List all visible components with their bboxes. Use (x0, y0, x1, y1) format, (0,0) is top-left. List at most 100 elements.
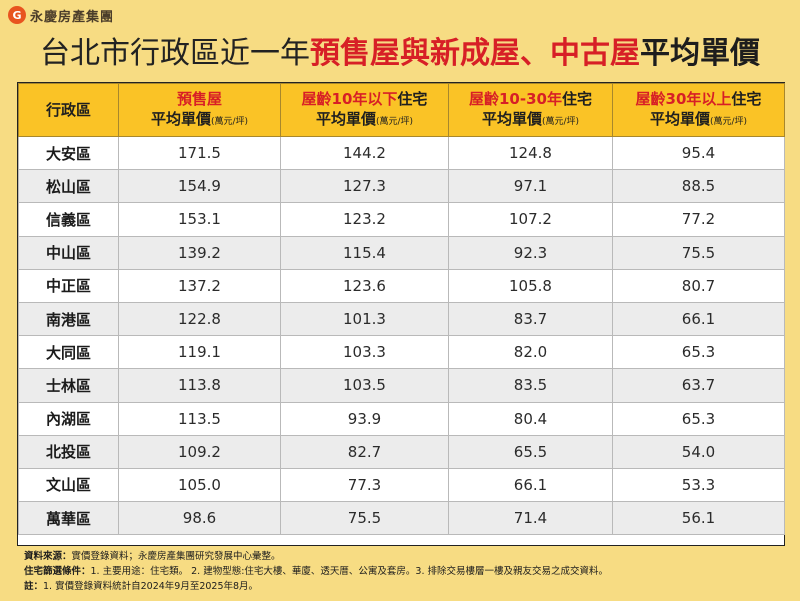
price-cell: 122.8 (118, 301, 281, 337)
header-highlight-text: 屋齡10-30年 (469, 89, 562, 108)
header-unit-text: (萬元/坪) (709, 116, 748, 127)
footnote-line: 註：1. 實價登錄資料統計自2024年9月至2025年8月。 (24, 579, 784, 594)
table-row: 大安區 171.5 144.2 124.8 95.4 (18, 135, 785, 171)
price-table: 行政區 預售屋 平均單價(萬元/坪) 屋齡10年以下住宅 平均單價(萬元/坪) 屋齡10-… (18, 83, 785, 536)
district-cell: 信義區 (18, 202, 119, 237)
table-row: 中山區 139.2 115.4 92.3 75.5 (18, 235, 785, 270)
table-row: 北投區 109.2 82.7 65.5 54.0 (18, 434, 785, 469)
price-cell: 97.1 (448, 169, 613, 204)
price-cell: 109.2 (118, 434, 281, 469)
column-header-title: 預售屋 (119, 89, 280, 109)
table-row: 信義區 153.1 123.2 107.2 77.2 (18, 202, 785, 237)
price-cell: 88.5 (612, 169, 785, 204)
header-suffix-text: 住宅 (561, 89, 592, 108)
header-metric-text: 平均單價 (150, 109, 211, 128)
price-cell: 63.7 (612, 368, 785, 403)
price-cell: 105.0 (118, 467, 281, 503)
price-cell: 54.0 (612, 434, 785, 469)
price-cell: 144.2 (280, 135, 449, 171)
footnote-label: 資料來源： (24, 551, 72, 562)
footnote-label: 住宅篩選條件： (24, 566, 91, 577)
footnote-line: 住宅篩選條件：1. 主要用途：住宅類。 2. 建物型態:住宅大樓、華廈、透天厝、… (24, 564, 784, 579)
price-cell: 124.8 (448, 135, 613, 171)
title-part-bold: 平均單價 (640, 36, 760, 71)
price-cell: 154.9 (118, 169, 281, 204)
price-cell: 66.1 (448, 467, 613, 503)
header-highlight-text: 預售屋 (176, 89, 222, 108)
price-cell: 107.2 (448, 202, 613, 237)
price-cell: 80.4 (448, 401, 613, 436)
price-cell: 77.2 (612, 202, 785, 237)
price-cell: 75.5 (280, 501, 449, 536)
price-cell: 71.4 (448, 501, 613, 536)
header-suffix-text: 住宅 (731, 89, 762, 108)
footnote-line: 資料來源：實價登錄資料；永慶房產集團研究發展中心彙整。 (24, 549, 784, 564)
price-cell: 105.8 (448, 268, 613, 303)
price-cell: 77.3 (280, 467, 449, 503)
district-cell: 萬華區 (18, 501, 119, 536)
price-cell: 98.6 (118, 501, 281, 536)
brand-logo-icon: G (8, 6, 26, 24)
brand-logo-area: G 永慶房產集團 (8, 4, 114, 26)
header-suffix-text: 住宅 (397, 89, 428, 108)
price-cell: 92.3 (448, 235, 613, 270)
brand-name: 永慶房產集團 (30, 9, 115, 25)
price-cell: 103.3 (280, 335, 449, 370)
price-cell: 83.7 (448, 301, 613, 337)
column-header-3: 屋齡10-30年住宅 平均單價(萬元/坪) (448, 83, 613, 137)
header-metric-text: 平均單價 (315, 109, 376, 128)
price-cell: 119.1 (118, 335, 281, 370)
header-highlight-text: 屋齡10年以下 (301, 89, 398, 108)
price-cell: 127.3 (280, 169, 449, 204)
table-row: 內湖區 113.5 93.9 80.4 65.3 (18, 401, 785, 436)
table-row: 萬華區 98.6 75.5 71.4 56.1 (18, 501, 785, 536)
footnote-text: 1. 實價登錄資料統計自2024年9月至2025年8月。 (43, 581, 259, 592)
price-cell: 153.1 (118, 202, 281, 237)
price-cell: 113.8 (118, 368, 281, 403)
district-cell: 士林區 (18, 368, 119, 403)
header-unit-text: (萬元/坪) (375, 116, 414, 127)
header-text: 行政區 (45, 101, 91, 119)
footnotes: 資料來源：實價登錄資料；永慶房產集團研究發展中心彙整。 住宅篩選條件：1. 主要用… (24, 549, 784, 594)
column-header-4: 屋齡30年以上住宅 平均單價(萬元/坪) (612, 83, 785, 137)
table-row: 中正區 137.2 123.6 105.8 80.7 (18, 268, 785, 303)
district-cell: 松山區 (18, 169, 119, 204)
district-cell: 中山區 (18, 235, 119, 270)
table-row: 大同區 119.1 103.3 82.0 65.3 (18, 335, 785, 370)
price-cell: 65.3 (612, 401, 785, 436)
district-cell: 中正區 (18, 268, 119, 303)
district-cell: 文山區 (18, 467, 119, 503)
price-cell: 171.5 (118, 135, 281, 171)
district-cell: 大同區 (18, 335, 119, 370)
price-cell: 66.1 (612, 301, 785, 337)
column-header-subtitle: 平均單價(萬元/坪) (613, 109, 784, 132)
price-cell: 101.3 (280, 301, 449, 337)
footnote-text: 實價登錄資料；永慶房產集團研究發展中心彙整。 (71, 551, 281, 562)
price-cell: 123.2 (280, 202, 449, 237)
header-metric-text: 平均單價 (649, 109, 710, 128)
column-header-title: 屋齡10-30年住宅 (449, 89, 612, 109)
price-cell: 137.2 (118, 268, 281, 303)
header-unit-text: (萬元/坪) (541, 116, 580, 127)
price-cell: 75.5 (612, 235, 785, 270)
district-cell: 大安區 (18, 135, 119, 171)
price-cell: 82.7 (280, 434, 449, 469)
price-cell: 139.2 (118, 235, 281, 270)
table-row: 文山區 105.0 77.3 66.1 53.3 (18, 467, 785, 503)
price-cell: 103.5 (280, 368, 449, 403)
price-cell: 80.7 (612, 268, 785, 303)
district-cell: 北投區 (18, 434, 119, 469)
table-row: 南港區 122.8 101.3 83.7 66.1 (18, 301, 785, 337)
price-cell: 56.1 (612, 501, 785, 536)
price-cell: 95.4 (612, 135, 785, 171)
column-header-title: 屋齡10年以下住宅 (281, 89, 448, 109)
header-metric-text: 平均單價 (481, 109, 542, 128)
price-cell: 83.5 (448, 368, 613, 403)
title-part-highlight: 預售屋與新成屋、中古屋 (310, 36, 640, 71)
district-cell: 南港區 (18, 301, 119, 337)
footnote-label: 註： (24, 581, 44, 592)
column-header-subtitle: 平均單價(萬元/坪) (449, 109, 612, 132)
column-header-subtitle: 平均單價(萬元/坪) (281, 109, 448, 132)
price-cell: 65.3 (612, 335, 785, 370)
header-unit-text: (萬元/坪) (210, 116, 249, 127)
